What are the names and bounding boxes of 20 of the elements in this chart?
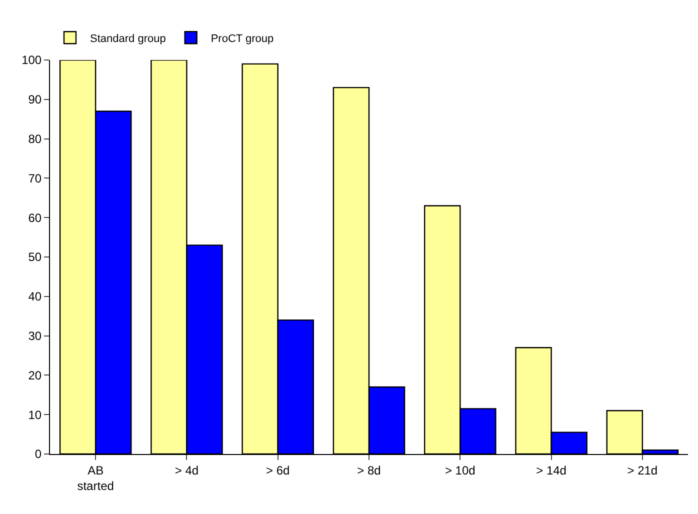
y-tick-label: 90 [28, 92, 42, 107]
y-tick-label: 100 [22, 53, 42, 68]
y-tick-label: 30 [28, 329, 42, 343]
x-tick-label: > 6d [266, 463, 290, 478]
x-tick-label: AB started [77, 463, 114, 493]
y-tick-label: 10 [28, 408, 42, 422]
x-tick-label: > 10d [444, 463, 476, 478]
legend-label: Standard group [90, 32, 166, 45]
y-tick-label: 70 [28, 171, 42, 186]
legend-label: ProCT group [210, 32, 274, 45]
y-tick-label: 0 [34, 447, 42, 462]
y-tick-label: 60 [28, 210, 42, 225]
x-tick-label: > 4d [174, 463, 199, 478]
x-tick-label: > 14d [536, 463, 566, 478]
y-tick-label: 40 [28, 290, 42, 304]
y-tick-label: 50 [28, 250, 42, 264]
y-tick-label: 20 [28, 368, 42, 382]
x-tick-label: > 21d [627, 463, 658, 478]
x-tick-label: > 8d [357, 463, 381, 478]
y-tick-label: 80 [28, 132, 42, 146]
